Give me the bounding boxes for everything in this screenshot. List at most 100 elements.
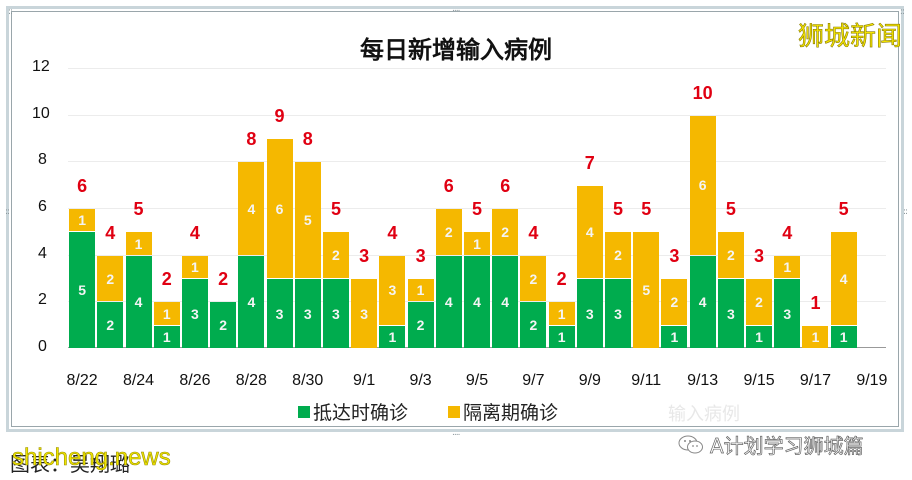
resize-handle-top[interactable]: .... [452,4,461,14]
bar-segment-quarantine: 5 [633,232,660,348]
x-tick-label: 9/3 [409,372,432,389]
bar-segment-quarantine: 2 [322,232,349,278]
resize-handle-left[interactable]: :: [5,207,10,217]
bar-segment-quarantine: 2 [746,279,773,325]
total-label: 3 [669,246,680,266]
x-tick-label: 8/22 [66,372,98,389]
bar-segment-quarantine: 4 [238,162,265,255]
site-watermark: shicheng.news [12,444,171,472]
bar-segment-quarantine: 3 [351,279,378,348]
total-label: 3 [359,246,370,266]
bar-segment-arrival: 3 [717,279,744,348]
chart-caption: 图表：吴翔璐 [10,452,130,476]
bar-segment-quarantine: 5 [294,162,321,278]
bar-segment-quarantine: 1 [548,302,575,325]
wechat-watermark: A计划学习狮城篇 [678,430,864,459]
x-tick-label: 9/15 [743,372,775,389]
legend-item-quarantine: 隔离期确诊 [448,398,558,425]
gridline [68,161,886,163]
bar-segment-arrival: 3 [266,279,293,348]
bar-segment-arrival: 3 [605,279,632,348]
total-label: 5 [641,199,652,220]
total-label: 5 [471,199,482,220]
x-tick-label: 8/28 [235,372,267,389]
bar-segment-arrival: 2 [407,302,434,348]
bar-segment-arrival: 3 [774,279,801,348]
y-tick-label: 2 [38,291,47,309]
bar-segment-arrival: 4 [689,255,716,348]
gridline [68,254,886,256]
x-tick-label: 8/24 [122,372,155,389]
bar-segment-quarantine: 1 [464,232,490,255]
total-label: 3 [754,246,765,266]
total-label: 4 [105,222,116,243]
total-label: 8 [302,129,313,150]
total-label: 2 [556,269,567,290]
bar-segment-arrival: 4 [125,255,152,348]
x-tick-label: 9/19 [856,372,888,389]
legend-swatch-green [298,405,310,418]
gridline [68,208,886,209]
resize-handle-bottom[interactable]: .... [452,428,461,438]
bar-segment-quarantine: 3 [379,255,406,325]
bar-segment-quarantine: 1 [125,232,152,255]
bar-segment-arrival: 2 [210,302,237,348]
gridline [68,68,886,69]
total-label: 5 [133,199,144,220]
legend-label: 隔离期确诊 [463,402,559,424]
bar-segment-quarantine: 2 [605,232,632,278]
legend-label: 抵达时确诊 [313,402,409,424]
y-tick-label: 4 [38,244,47,262]
total-label: 9 [274,106,285,126]
bar-segment-arrival: 2 [520,302,547,348]
total-label: 4 [387,222,398,243]
bar-segment-quarantine: 2 [435,209,462,255]
y-tick-label: 8 [38,151,47,169]
bar-segment-arrival: 1 [153,325,180,348]
bar-segment-quarantine: 1 [181,255,208,278]
bar-segment-arrival: 1 [548,325,575,348]
bar-segment-arrival: 4 [435,255,462,348]
bar-segment-arrival: 1 [830,325,857,348]
resize-handle-top-right[interactable]: :: [899,7,905,17]
total-label: 2 [161,269,172,290]
x-tick-label: 9/13 [687,372,719,389]
total-label: 6 [500,176,511,196]
total-label: 4 [189,222,200,243]
bar-8-27: 2 [210,301,237,348]
legend: 抵达时确诊 隔离期确诊 [298,398,558,425]
bar-segment-quarantine: 2 [520,255,547,302]
bar-segment-arrival: 1 [661,325,688,348]
total-label: 6 [443,176,454,196]
resize-handle-right[interactable]: :: [903,207,908,217]
x-tick-label: 9/17 [799,372,832,389]
total-label: 2 [218,269,229,290]
total-label: 5 [838,199,849,220]
resize-handle-top-left[interactable]: :: [8,7,13,17]
brand-logo-text: 狮城新闻 [797,22,903,53]
bar-9-11: 5 [633,231,660,348]
bar-segment-quarantine: 1 [774,255,801,278]
total-label: 8 [246,129,257,150]
bar-segment-quarantine: 6 [266,139,293,278]
bar-segment-quarantine: 6 [689,115,716,255]
x-tick-label: 9/11 [631,372,662,389]
bar-9-1: 3 [351,278,378,348]
bar-segment-arrival: 1 [379,325,406,348]
bar-segment-quarantine: 4 [576,185,603,278]
